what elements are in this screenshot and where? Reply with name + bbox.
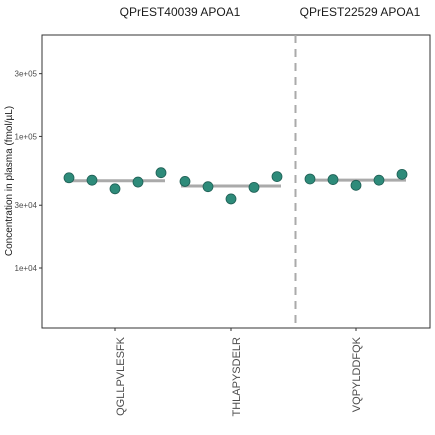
x-axis-ticks	[114, 328, 357, 331]
point-thlapysdelr-3	[225, 193, 237, 205]
point-qgllpvlesfk-4	[132, 176, 144, 188]
facet-title-1: QPrEST40039 APOA1	[120, 5, 241, 19]
data-points	[63, 167, 408, 205]
x-tick-label-qgllpvlesfk: QGLLPVLESFK	[115, 336, 127, 416]
y-tick-label: 1e+04	[15, 264, 38, 273]
point-vqpylddfqk-2	[327, 174, 339, 185]
point-qgllpvlesfk-3	[109, 183, 121, 195]
x-tick-label-thlapysdelr: THLAPYSDELR	[231, 337, 243, 417]
point-thlapysdelr-2	[202, 181, 214, 193]
point-vqpylddfqk-1	[304, 173, 316, 185]
point-qgllpvlesfk-2	[86, 174, 98, 186]
y-axis-title: Concentration in plasma (fmol/µL)	[4, 106, 15, 256]
point-thlapysdelr-4	[248, 181, 260, 193]
plot-panel	[41, 34, 431, 329]
y-axis-ticks: 1e+04 3e+04 1e+05 3e+05	[15, 70, 42, 273]
point-thlapysdelr-5	[271, 171, 283, 183]
facet-title-2: QPrEST22529 APOA1	[300, 5, 421, 19]
y-tick-label: 3e+04	[15, 201, 38, 210]
point-thlapysdelr-1	[179, 176, 191, 187]
point-vqpylddfqk-5	[396, 168, 408, 180]
point-vqpylddfqk-3	[350, 179, 362, 191]
y-tick-label: 3e+05	[15, 70, 38, 79]
x-tick-label-vqpyldfqk: VQPYLDDFQK	[351, 336, 363, 412]
point-qgllpvlesfk-1	[63, 172, 75, 184]
point-qgllpvlesfk-5	[155, 167, 167, 179]
y-tick-label: 1e+05	[15, 132, 38, 141]
point-vqpylddfqk-4	[373, 174, 385, 186]
